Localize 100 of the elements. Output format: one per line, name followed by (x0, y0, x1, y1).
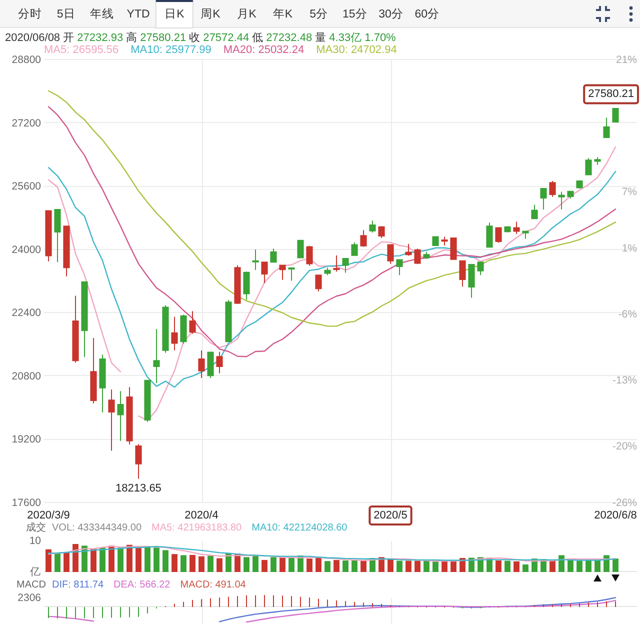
bar (504, 560, 510, 572)
candlestick (324, 267, 331, 276)
chart-title: MACD (16, 580, 46, 590)
bar (432, 562, 438, 572)
bar (586, 560, 592, 572)
candlestick (315, 274, 322, 292)
candlestick (54, 209, 61, 263)
bar (576, 560, 582, 572)
bar (262, 560, 268, 572)
text: 周K (200, 8, 221, 20)
bar (54, 552, 60, 572)
bar (414, 560, 420, 572)
candlestick (270, 248, 277, 263)
candlestick (81, 281, 88, 358)
candlestick (198, 350, 205, 379)
bar (388, 558, 394, 572)
series-label: MA5: 421963183.80 (152, 522, 242, 534)
text: 30分 (378, 8, 404, 20)
candlestick (144, 379, 151, 422)
candlestick (450, 237, 457, 260)
candlestick (243, 271, 250, 300)
candlestick (162, 304, 169, 354)
text: 年线 (90, 8, 114, 20)
candlestick (387, 244, 394, 264)
bar (568, 560, 574, 572)
bar (162, 550, 168, 572)
y-tick-label: 20800 (12, 370, 42, 382)
bar (306, 558, 312, 572)
x-tick-label: 2020/3/9 (27, 510, 70, 522)
bar (198, 556, 204, 572)
text: 5分 (310, 8, 328, 20)
y-tick-label: 22400 (12, 307, 42, 320)
y2-tick-label: 7% (622, 186, 637, 198)
candlestick (504, 226, 511, 233)
bar (594, 560, 600, 572)
bar (118, 548, 124, 572)
bar (406, 560, 412, 572)
text: YTD (126, 8, 150, 20)
candlestick (306, 245, 313, 266)
text: 亿 (29, 566, 41, 578)
candlestick (72, 295, 79, 364)
bar (324, 561, 330, 572)
series-label: MACD: 491.04 (180, 580, 246, 590)
annotation: 27580.21 (588, 88, 634, 100)
candlestick (423, 251, 430, 260)
candlestick (279, 264, 286, 280)
bar (316, 558, 322, 572)
y2-tick-label: 21% (616, 54, 637, 66)
chart-title: 成交 (26, 522, 46, 534)
y2-tick-label: 1% (622, 242, 637, 255)
bar (190, 554, 196, 572)
candlestick (207, 351, 214, 379)
candlestick (522, 230, 529, 240)
bar (360, 560, 366, 572)
y-tick-label: 17600 (12, 497, 42, 509)
bar (378, 557, 384, 572)
bar (64, 552, 70, 572)
candlestick (225, 300, 232, 342)
candlestick (567, 190, 574, 199)
candlestick (468, 264, 475, 298)
candlestick (432, 236, 439, 246)
y2-tick-label: -26% (612, 497, 637, 509)
annotation: 18213.65 (116, 482, 162, 495)
candlestick (117, 390, 124, 442)
candlestick (486, 222, 493, 248)
text: 60分 (414, 8, 440, 20)
candlestick (459, 260, 466, 288)
bar (270, 557, 276, 572)
candlestick (288, 266, 295, 282)
text: 2306 (18, 592, 42, 604)
text: 15分 (342, 8, 368, 20)
y2-tick-label: -20% (612, 440, 637, 452)
text: MA10: 25977.99 (130, 44, 212, 56)
candlestick (342, 258, 349, 274)
text: 2020/06/08 开 27232.93 高 27580.21 收 27572.44 低 27232.48 量 4.33亿 1.70% (5, 32, 396, 44)
bar (46, 549, 52, 572)
candlestick (216, 351, 223, 374)
text: DEA: 566.22 (114, 580, 171, 590)
line-series (48, 106, 616, 358)
candlestick (558, 191, 565, 210)
candlestick (576, 180, 583, 190)
x-tick-label: 2020/4 (184, 510, 218, 522)
candlestick (99, 354, 106, 413)
bar (288, 558, 294, 572)
candlestick (585, 158, 592, 176)
bar (522, 564, 528, 572)
text: 年K (272, 8, 293, 20)
y2-tick-label: -13% (612, 374, 637, 386)
bar (396, 560, 402, 572)
candlestick (45, 210, 52, 262)
bar (208, 556, 214, 572)
text: 月K (236, 8, 257, 20)
bar (90, 548, 96, 572)
bar (334, 560, 340, 572)
candlestick (153, 328, 160, 384)
y-tick-label: 24000 (12, 244, 42, 256)
x-tick-label: 2020/6/8 (594, 510, 637, 522)
bar (136, 547, 142, 572)
text: MA20: 25032.24 (223, 44, 304, 56)
candlestick (252, 248, 259, 271)
